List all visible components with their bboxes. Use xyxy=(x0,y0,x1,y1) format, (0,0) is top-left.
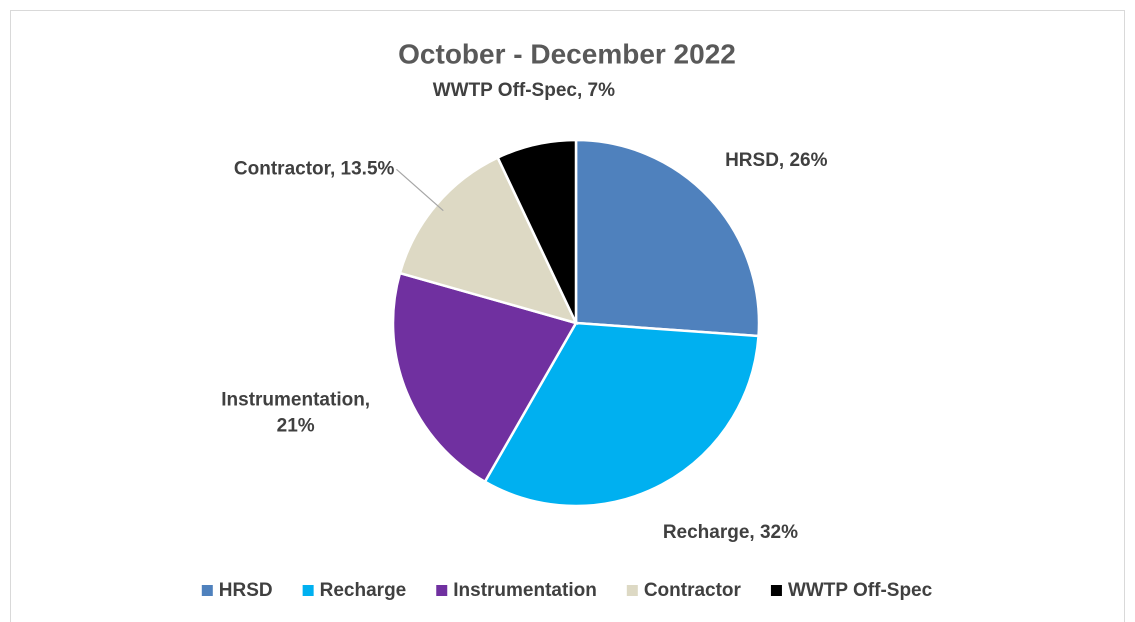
pie-slice xyxy=(483,321,760,508)
pie-slice xyxy=(496,138,578,324)
legend-marker xyxy=(302,585,314,596)
legend-label: Instrumentation xyxy=(453,580,597,601)
legend-marker xyxy=(201,585,213,596)
pie-slice xyxy=(391,271,578,484)
legend-label: Recharge xyxy=(320,580,407,601)
data-label: Contractor, 13.5% xyxy=(234,158,395,179)
legend-marker xyxy=(436,585,448,596)
data-label: Recharge, 32% xyxy=(663,522,798,543)
legend-label: HRSD xyxy=(219,580,273,601)
legend-label: Contractor xyxy=(644,580,742,601)
data-label: WWTP Off-Spec, 7% xyxy=(433,80,615,101)
legend-marker xyxy=(770,585,782,596)
leader-line xyxy=(396,168,444,212)
pie-slice xyxy=(574,138,761,338)
data-label: HRSD, 26% xyxy=(725,150,828,171)
data-label: Instrumentation, 21% xyxy=(221,390,370,437)
chart-title: October - December 2022 xyxy=(398,38,736,69)
legend-marker xyxy=(626,585,638,596)
legend-label: WWTP Off-Spec xyxy=(788,580,933,601)
